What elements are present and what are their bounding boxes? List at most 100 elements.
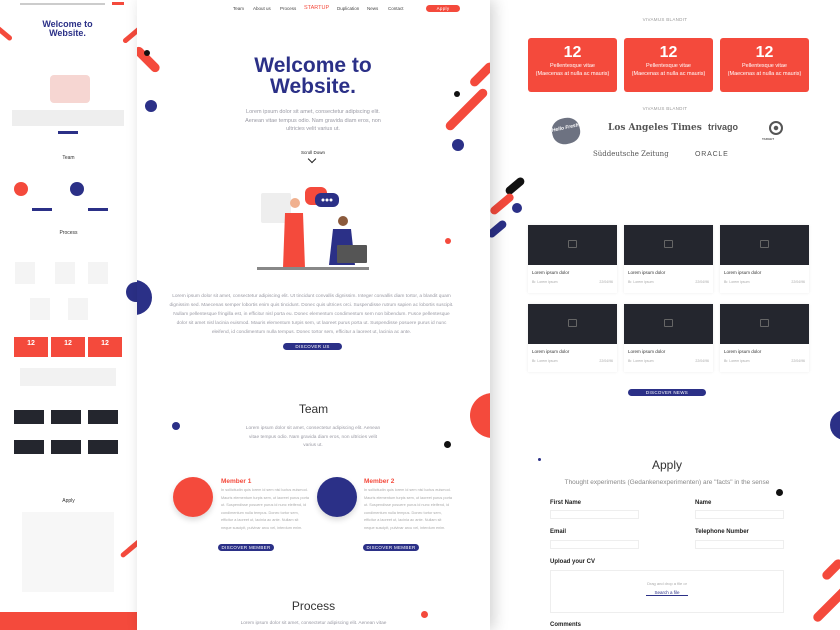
news-title: Lorem ipsum dolor (628, 270, 666, 275)
apply-title: Apply (651, 458, 683, 472)
stat-value: 12 (755, 44, 774, 61)
discover-member-1-button[interactable]: DISCOVER MEMBER (218, 544, 274, 551)
nav-about[interactable]: About us (253, 6, 271, 11)
target-icon (769, 121, 783, 135)
about-text: Lorem ipsum dolor sit amet, consectetur … (169, 294, 454, 335)
nav-process[interactable]: Process (280, 6, 297, 11)
mini-team-title: Team (62, 155, 75, 161)
news-author: Br. Lorem ipsum (532, 359, 558, 363)
image-placeholder-icon (568, 319, 577, 327)
mini-process-title: Process (59, 230, 78, 236)
mini-news-card (88, 410, 118, 424)
discover-news-button[interactable]: DISCOVER NEWS (628, 389, 706, 396)
news-title: Lorem ipsum dolor (628, 349, 666, 354)
stat-line1: Pellentesque vitae (742, 63, 787, 69)
deco-bar (137, 45, 162, 74)
deco-dot (137, 280, 152, 315)
name-label: Name (695, 500, 712, 506)
news-title: Lorem ipsum dolor (724, 349, 762, 354)
deco-bar (820, 557, 840, 582)
mini-button (32, 208, 52, 211)
deco-dot (444, 441, 451, 448)
news-image (624, 225, 713, 265)
news-card[interactable]: Lorem ipsum dolor Br. Lorem ipsum 22/04/96 (624, 304, 713, 372)
process-text: Lorem ipsum dolor sit amet, consectetur … (240, 621, 387, 626)
mini-stat: 12 (14, 337, 48, 357)
deco-dot (470, 393, 490, 438)
news-title: Lorem ipsum dolor (724, 270, 762, 275)
member-2-name: Member 2 (364, 478, 395, 485)
deco-dot (830, 410, 840, 440)
news-date: 22/04/96 (599, 359, 613, 363)
news-card[interactable]: Lorem ipsum dolor Br. Lorem ipsum 22/04/96 (528, 225, 617, 293)
search-file-link[interactable]: Search a file (551, 590, 783, 596)
nav-contact[interactable]: Contact (388, 6, 404, 11)
news-image (720, 225, 809, 265)
dropzone-hint: Drag and drop a file or (647, 581, 687, 586)
news-author: Br. Lorem ipsum (532, 280, 558, 284)
news-image (528, 225, 617, 265)
email-input[interactable] (550, 540, 639, 549)
discover-us-button[interactable]: DISCOVER US (283, 343, 342, 350)
stat-line2: (Maecenas at nulla ac mauris) (727, 71, 802, 77)
first-name-input[interactable] (550, 510, 639, 519)
comments-label: Comments (550, 622, 582, 628)
scroll-down-label[interactable]: Scroll Down (300, 150, 325, 155)
news-card[interactable]: Lorem ipsum dolor Br. Lorem ipsum 22/04/96 (720, 304, 809, 372)
logo-target: TARGET (762, 137, 775, 141)
deco-bar (443, 86, 490, 133)
news-image (624, 304, 713, 344)
page-thumbnail-preview: Welcome to Website. Team Process 12 12 1… (0, 0, 137, 630)
nav-apply-button[interactable]: Apply (426, 5, 460, 12)
mini-process-card (88, 262, 108, 284)
member-2-bio: In sollicitudin quis lorem id sem nisl l… (364, 488, 452, 530)
partners-label: VIVAMUS BLANDIT (642, 106, 688, 111)
nav-duplication[interactable]: Duplication (337, 6, 360, 11)
mini-avatar (14, 182, 28, 196)
phone-input[interactable] (695, 540, 784, 549)
landing-page-main: Team About us Process STARTUP Duplicatio… (137, 0, 490, 630)
mini-news-card (88, 440, 118, 454)
team-text: Lorem ipsum dolor sit amet, consectetur … (245, 426, 381, 448)
chevron-down-icon[interactable] (307, 154, 317, 164)
mini-illustration (50, 75, 90, 103)
discover-member-2-button[interactable]: DISCOVER MEMBER (363, 544, 419, 551)
upload-cv-label: Upload your CV (550, 559, 596, 565)
image-placeholder-icon (568, 240, 577, 248)
name-input[interactable] (695, 510, 784, 519)
search-file-text[interactable]: Search a file (646, 590, 688, 596)
news-card[interactable]: Lorem ipsum dolor Br. Lorem ipsum 22/04/96 (624, 225, 713, 293)
news-author: Br. Lorem ipsum (724, 280, 750, 284)
logo-trivago: trivago (708, 122, 739, 132)
landing-page-lower: VIVAMUS BLANDIT 12 Pellentesque vitae (Mae… (490, 0, 840, 630)
nav-logo-startup[interactable]: STARTUP (304, 5, 330, 11)
deco-dot (144, 50, 150, 56)
stat-line2: (Maecenas at nulla ac mauris) (631, 71, 706, 77)
news-date: 22/04/96 (599, 280, 613, 284)
news-date: 22/04/96 (695, 280, 709, 284)
news-card[interactable]: Lorem ipsum dolor Br. Lorem ipsum 22/04/96 (720, 225, 809, 293)
deco-dot (445, 238, 451, 244)
stat-line2: (Maecenas at nulla ac mauris) (535, 71, 610, 77)
stats-label: VIVAMUS BLANDIT (642, 17, 688, 22)
deco-dot (145, 100, 157, 112)
member-1-bio: In sollicitudin quis lorem id sem nisl l… (221, 488, 309, 530)
news-author: Br. Lorem ipsum (628, 359, 654, 363)
stat-card: 12 Pellentesque vitae (Maecenas at nulla a… (528, 38, 617, 92)
deco-bar (490, 191, 516, 217)
nav-team[interactable]: Team (233, 6, 245, 11)
image-placeholder-icon (664, 319, 673, 327)
deco-dot (512, 203, 522, 213)
mini-apply-title: Apply (62, 498, 75, 504)
news-image (720, 304, 809, 344)
mini-button (88, 208, 108, 211)
email-label: Email (550, 529, 567, 535)
deco-dot (776, 489, 783, 496)
nav-news[interactable]: News (367, 6, 379, 11)
image-placeholder-icon (760, 319, 769, 327)
cv-dropzone[interactable]: Drag and drop a file or Search a file (550, 570, 784, 613)
news-card[interactable]: Lorem ipsum dolor Br. Lorem ipsum 22/04/96 (528, 304, 617, 372)
mini-process-card (68, 298, 88, 320)
mini-avatar (70, 182, 84, 196)
news-title: Lorem ipsum dolor (532, 349, 570, 354)
